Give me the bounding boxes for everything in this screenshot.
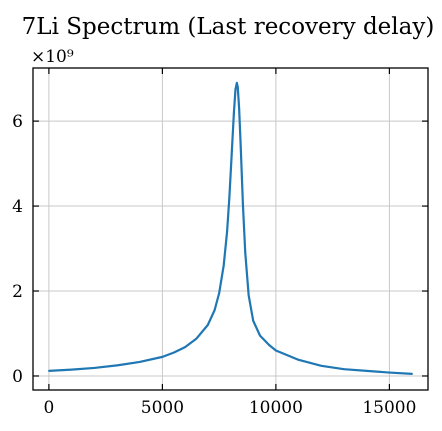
data-point [222,264,225,267]
data-point [228,196,231,199]
y-tick-label: 4 [12,197,23,217]
data-point [93,367,96,369]
data-point [247,294,250,297]
plot-frame [32,67,429,391]
data-point [411,372,414,375]
data-point [235,81,238,84]
x-tick-label: 5000 [141,398,184,418]
data-point [226,230,228,233]
data-point [236,86,239,89]
data-point [233,111,235,114]
data-point [234,88,237,91]
data-point [388,371,391,374]
data-point [252,319,255,322]
y-tick-label: 2 [12,282,23,302]
x-tick-label: 10000 [249,398,303,418]
data-point [259,334,261,337]
data-point [297,358,300,361]
data-point [230,154,233,156]
data-point [238,107,241,110]
data-point [268,344,270,346]
data-point [365,369,368,372]
grid [33,68,428,390]
data-point [320,364,323,367]
data-point [213,309,216,312]
x-tick-label: 15000 [362,398,416,418]
data-point [116,364,118,367]
x-tick-label: 0 [43,398,54,418]
y-tick-label: 6 [12,112,23,132]
data-point [275,349,277,352]
data-point [244,251,247,254]
data-point [206,324,209,326]
data-point [138,361,141,363]
data-point [343,368,345,371]
chart-title: 7Li Spectrum (Last recovery delay) [22,14,435,40]
data-point [195,337,198,340]
y-tick-label: 0 [12,367,23,387]
data-point [161,355,164,358]
data-point [239,145,242,148]
plot-area [47,81,414,375]
axis-ticks: 0 5000 10000 15000 0 2 4 6 [12,68,428,418]
data-point [184,346,187,348]
data-point [172,351,175,354]
data-point [70,368,73,371]
data-point [218,292,221,295]
spectrum-line [48,81,413,375]
y-scale-exponent: ×10⁹ [31,47,74,67]
data-point [242,205,244,207]
data-point [47,369,50,372]
